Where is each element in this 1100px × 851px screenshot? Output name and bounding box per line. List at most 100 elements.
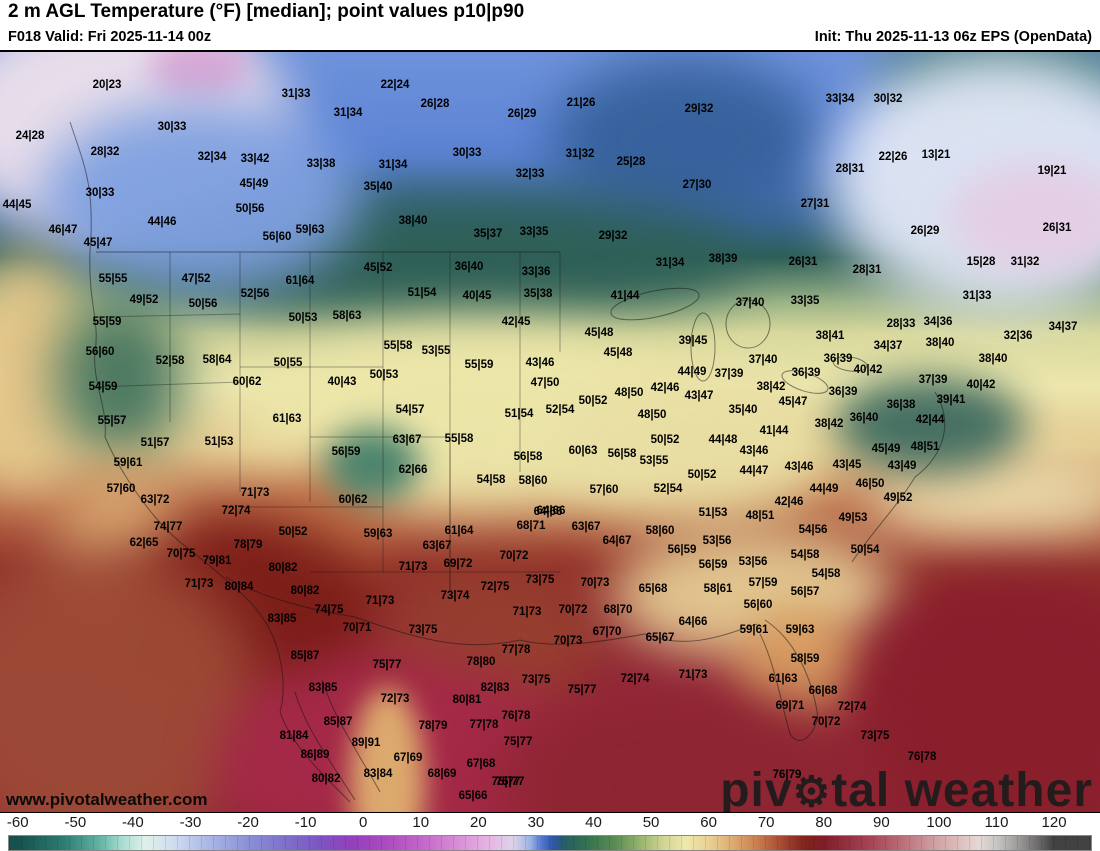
point-value-label: 35|37	[473, 228, 503, 240]
point-value-label: 83|85	[308, 682, 338, 694]
point-value-label: 47|52	[181, 273, 211, 285]
point-value-label: 59|61	[739, 624, 769, 636]
point-value-label: 30|33	[452, 147, 482, 159]
point-value-label: 53|55	[639, 455, 669, 467]
colorbar-tick-label: 50	[642, 814, 660, 831]
point-value-label: 56|57	[790, 586, 820, 598]
point-value-label: 80|82	[311, 773, 341, 785]
point-value-label: 56|59	[667, 544, 697, 556]
temperature-field-blob	[325, 427, 420, 502]
point-value-label: 57|59	[748, 577, 778, 589]
point-value-label: 52|56	[240, 288, 270, 300]
colorbar-tick-label: -60	[6, 814, 29, 831]
map-title: 2 m AGL Temperature (°F) [median]; point…	[8, 1, 525, 22]
point-value-label: 32|36	[1003, 330, 1033, 342]
point-value-label: 21|26	[566, 97, 596, 109]
point-value-label: 55|59	[464, 359, 494, 371]
point-value-label: 49|53	[838, 512, 868, 524]
header-bar: 2 m AGL Temperature (°F) [median]; point…	[0, 0, 1100, 50]
point-value-label: 75|77	[372, 659, 402, 671]
point-value-label: 55|55	[98, 273, 128, 285]
point-value-label: 29|32	[684, 103, 714, 115]
point-value-label: 46|47	[48, 224, 78, 236]
point-value-label: 57|60	[106, 483, 136, 495]
point-value-label: 71|73	[398, 561, 428, 573]
point-value-label: 68|71	[516, 520, 546, 532]
colorbar-tick-label: -20	[237, 814, 259, 831]
point-value-label: 61|64	[444, 525, 474, 537]
point-value-label: 72|75	[480, 581, 510, 593]
point-value-label: 33|34	[825, 93, 855, 105]
point-value-label: 85|87	[290, 650, 320, 662]
point-value-label: 31|32	[1010, 256, 1040, 268]
point-value-label: 70|75	[166, 548, 196, 560]
point-value-label: 55|58	[383, 340, 413, 352]
point-value-label: 26|29	[507, 108, 537, 120]
point-value-label: 34|36	[923, 316, 953, 328]
point-value-label: 31|34	[655, 257, 685, 269]
point-value-label: 59|63	[295, 224, 325, 236]
point-value-label: 45|52	[363, 262, 393, 274]
point-value-label: 60|62	[232, 376, 262, 388]
pivotal-weather-logo: piv⚙︎tal weather	[720, 763, 1093, 813]
point-value-label: 26|28	[420, 98, 450, 110]
point-value-label: 62|65	[129, 537, 159, 549]
point-value-label: 28|31	[835, 163, 865, 175]
point-value-label: 48|50	[614, 387, 644, 399]
point-value-label: 67|68	[466, 758, 496, 770]
point-value-label: 51|53	[204, 436, 234, 448]
point-value-label: 62|66	[398, 464, 428, 476]
temperature-field-blob	[550, 57, 820, 227]
point-value-label: 58|60	[518, 475, 548, 487]
point-value-label: 24|28	[15, 130, 45, 142]
point-value-label: 59|61	[113, 457, 143, 469]
point-value-label: 83|84	[363, 768, 393, 780]
point-value-label: 43|45	[832, 459, 862, 471]
point-value-label: 45|49	[871, 443, 901, 455]
point-value-label: 44|46	[147, 216, 177, 228]
forecast-valid-time: F018 Valid: Fri 2025-11-14 00z	[8, 29, 212, 45]
point-value-label: 54|56	[798, 524, 828, 536]
point-value-label: 56|59	[331, 446, 361, 458]
point-value-label: 40|42	[853, 364, 883, 376]
point-value-label: 40|43	[327, 376, 357, 388]
point-value-label: 38|41	[815, 330, 845, 342]
logo-text-right: tal weather	[831, 764, 1093, 813]
point-value-label: 43|47	[684, 390, 714, 402]
colorbar-tick-label: -30	[179, 814, 202, 831]
point-value-label: 37|39	[714, 368, 744, 380]
point-value-label: 73|75	[521, 674, 551, 686]
point-value-label: 72|74	[837, 701, 867, 713]
point-value-label: 63|72	[140, 494, 170, 506]
point-value-label: 35|40	[728, 404, 758, 416]
point-value-label: 38|39	[708, 253, 738, 265]
point-value-label: 52|54	[653, 483, 683, 495]
point-value-label: 59|63	[785, 624, 815, 636]
point-value-label: 27|31	[800, 198, 830, 210]
point-value-label: 63|67	[392, 434, 422, 446]
point-value-label: 71|73	[365, 595, 395, 607]
point-value-label: 71|73	[240, 487, 270, 499]
point-value-label: 45|49	[239, 178, 269, 190]
watermark-url: www.pivotalweather.com	[6, 790, 208, 809]
point-value-label: 28|31	[852, 264, 882, 276]
point-value-label: 43|46	[525, 357, 555, 369]
point-value-label: 33|38	[306, 158, 336, 170]
point-value-label: 69|71	[775, 700, 805, 712]
point-value-label: 64|66	[678, 616, 708, 628]
point-value-label: 50|53	[369, 369, 399, 381]
point-value-label: 75|77	[503, 736, 533, 748]
point-value-label: 58|63	[332, 310, 362, 322]
point-value-label: 40|45	[462, 290, 492, 302]
point-value-label: 54|57	[395, 404, 425, 416]
point-value-label: 30|33	[85, 187, 115, 199]
point-value-label: 53|55	[421, 345, 451, 357]
point-value-label: 51|57	[140, 437, 170, 449]
point-value-label: 39|45	[678, 335, 708, 347]
point-value-label: 56|60	[262, 231, 292, 243]
point-value-label: 29|32	[598, 230, 628, 242]
point-value-label: 54|58	[790, 549, 820, 561]
point-value-label: 49|52	[129, 294, 159, 306]
temperature-field-blob	[55, 297, 185, 457]
point-value-label: 73|75	[860, 730, 890, 742]
